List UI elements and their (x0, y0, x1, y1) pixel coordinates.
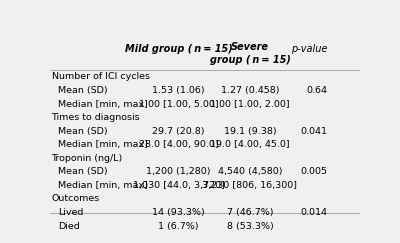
Text: 19.1 (9.38): 19.1 (9.38) (224, 127, 276, 136)
Text: p-value: p-value (291, 44, 328, 54)
Text: Severe
group ( n = 15): Severe group ( n = 15) (210, 42, 290, 65)
Text: 4,540 (4,580): 4,540 (4,580) (218, 167, 282, 176)
Text: Died: Died (58, 222, 80, 231)
Text: 1,030 [44.0, 3,720]: 1,030 [44.0, 3,720] (133, 181, 224, 190)
Text: Median [min, max]: Median [min, max] (58, 140, 148, 149)
Text: Mean (SD): Mean (SD) (58, 127, 107, 136)
Text: 0.005: 0.005 (300, 167, 328, 176)
Text: 1.00 [1.00, 2.00]: 1.00 [1.00, 2.00] (210, 99, 290, 109)
Text: 0.041: 0.041 (300, 127, 328, 136)
Text: 8 (53.3%): 8 (53.3%) (226, 222, 273, 231)
Text: 29.7 (20.8): 29.7 (20.8) (152, 127, 205, 136)
Text: 1,200 (1,280): 1,200 (1,280) (146, 167, 211, 176)
Text: Mean (SD): Mean (SD) (58, 86, 107, 95)
Text: Outcomes: Outcomes (52, 194, 100, 203)
Text: Mild group ( n = 15): Mild group ( n = 15) (125, 44, 232, 54)
Text: Troponin (ng/L): Troponin (ng/L) (52, 154, 123, 163)
Text: Median [min, max]: Median [min, max] (58, 99, 148, 109)
Text: 19.0 [4.00, 45.0]: 19.0 [4.00, 45.0] (210, 140, 290, 149)
Text: Median [min, max]: Median [min, max] (58, 181, 148, 190)
Text: 1.53 (1.06): 1.53 (1.06) (152, 86, 205, 95)
Text: 28.0 [4.00, 90.0]: 28.0 [4.00, 90.0] (139, 140, 218, 149)
Text: 1.27 (0.458): 1.27 (0.458) (221, 86, 279, 95)
Text: 0.64: 0.64 (306, 86, 328, 95)
Text: 0.014: 0.014 (300, 208, 328, 217)
Text: Times to diagnosis: Times to diagnosis (52, 113, 140, 122)
Text: Lived: Lived (58, 208, 83, 217)
Text: Number of ICI cycles: Number of ICI cycles (52, 72, 150, 81)
Text: 3,230 [806, 16,300]: 3,230 [806, 16,300] (202, 181, 298, 190)
Text: 7 (46.7%): 7 (46.7%) (227, 208, 273, 217)
Text: 14 (93.3%): 14 (93.3%) (152, 208, 205, 217)
Text: 1 (6.7%): 1 (6.7%) (158, 222, 199, 231)
Text: 1.00 [1.00, 5.00]: 1.00 [1.00, 5.00] (139, 99, 218, 109)
Text: Mean (SD): Mean (SD) (58, 167, 107, 176)
